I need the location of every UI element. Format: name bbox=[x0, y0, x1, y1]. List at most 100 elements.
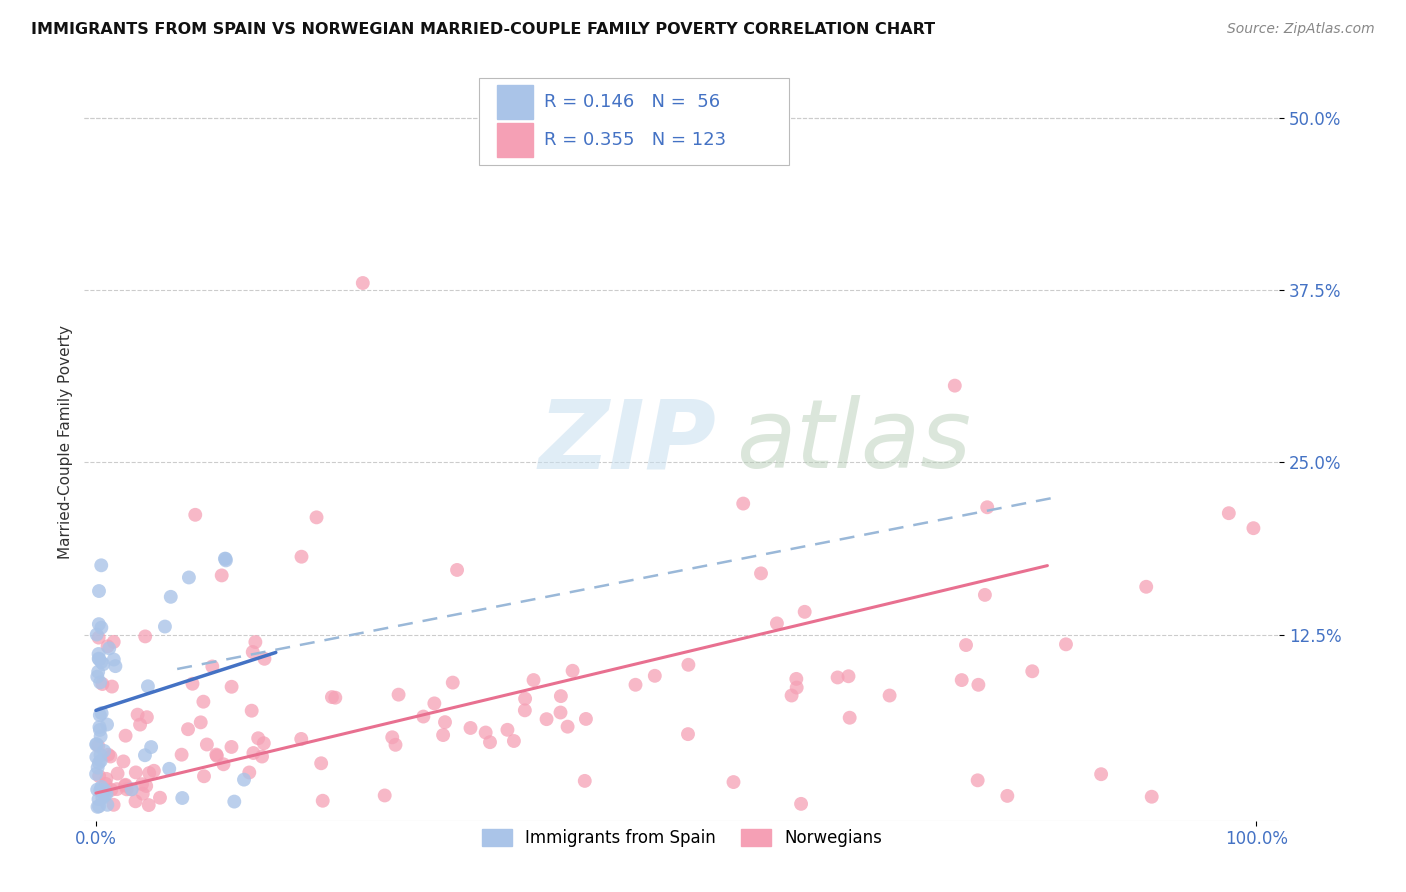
Point bbox=[723, 775, 745, 789]
Point bbox=[114, 729, 136, 743]
Point bbox=[238, 765, 260, 780]
Point bbox=[87, 665, 110, 679]
Point bbox=[103, 652, 125, 666]
Point bbox=[950, 673, 973, 687]
Point bbox=[90, 621, 112, 635]
Point bbox=[90, 706, 112, 720]
Point bbox=[503, 734, 526, 748]
Point bbox=[121, 782, 143, 797]
Point bbox=[785, 672, 807, 686]
Point bbox=[184, 508, 207, 522]
Point bbox=[221, 739, 243, 754]
Point bbox=[766, 616, 789, 631]
Point bbox=[103, 797, 125, 812]
Point bbox=[575, 712, 598, 726]
FancyBboxPatch shape bbox=[479, 78, 790, 165]
Point bbox=[879, 689, 901, 703]
Point bbox=[749, 566, 772, 581]
Point bbox=[474, 725, 496, 739]
Point bbox=[446, 563, 468, 577]
Point bbox=[138, 766, 160, 780]
Point bbox=[86, 800, 108, 814]
Point bbox=[224, 795, 246, 809]
Point bbox=[352, 276, 374, 290]
Y-axis label: Married-Couple Family Poverty: Married-Couple Family Poverty bbox=[58, 325, 73, 558]
Point bbox=[215, 553, 238, 567]
Point bbox=[561, 664, 583, 678]
Text: Source: ZipAtlas.com: Source: ZipAtlas.com bbox=[1227, 22, 1375, 37]
Point bbox=[793, 605, 815, 619]
Point bbox=[1140, 789, 1163, 804]
Point bbox=[103, 635, 125, 649]
Point bbox=[513, 691, 536, 706]
Point bbox=[96, 787, 118, 801]
Point bbox=[127, 707, 149, 722]
Point bbox=[432, 728, 454, 742]
Point bbox=[94, 777, 117, 791]
Point bbox=[624, 678, 647, 692]
Point bbox=[253, 736, 276, 750]
Point bbox=[90, 655, 112, 669]
Point bbox=[98, 641, 121, 656]
Point bbox=[93, 789, 115, 803]
Point bbox=[955, 638, 977, 652]
Point bbox=[536, 712, 558, 726]
Point bbox=[434, 715, 457, 730]
Point bbox=[205, 747, 228, 762]
Point bbox=[290, 549, 312, 564]
Text: R = 0.355   N = 123: R = 0.355 N = 123 bbox=[544, 131, 727, 149]
Point bbox=[125, 765, 148, 780]
Point bbox=[193, 695, 215, 709]
Point bbox=[87, 792, 110, 806]
Legend: Immigrants from Spain, Norwegians: Immigrants from Spain, Norwegians bbox=[475, 822, 889, 854]
Point bbox=[1021, 665, 1043, 679]
Point bbox=[89, 720, 111, 734]
Point bbox=[142, 764, 165, 778]
Point bbox=[129, 717, 152, 731]
Point bbox=[153, 619, 176, 633]
Point bbox=[522, 673, 544, 687]
Point bbox=[89, 675, 111, 690]
Point bbox=[135, 710, 157, 724]
Point bbox=[134, 748, 156, 763]
Point bbox=[193, 769, 215, 783]
Point bbox=[107, 766, 129, 780]
Point bbox=[114, 779, 136, 793]
Point bbox=[412, 709, 434, 723]
Point bbox=[780, 689, 803, 703]
Point bbox=[89, 783, 111, 797]
Point bbox=[214, 551, 236, 566]
Point bbox=[90, 558, 112, 573]
Point bbox=[290, 731, 312, 746]
Point bbox=[678, 657, 700, 672]
Point bbox=[105, 782, 128, 797]
Point bbox=[786, 681, 808, 695]
Point bbox=[574, 773, 596, 788]
Point bbox=[86, 760, 108, 774]
Point bbox=[100, 749, 122, 764]
Point bbox=[242, 746, 264, 760]
Point bbox=[91, 657, 114, 672]
Point bbox=[253, 652, 276, 666]
Point bbox=[195, 738, 218, 752]
Point bbox=[86, 750, 108, 764]
Point bbox=[212, 757, 235, 772]
Point bbox=[974, 588, 997, 602]
Point bbox=[1054, 637, 1077, 651]
Text: IMMIGRANTS FROM SPAIN VS NORWEGIAN MARRIED-COUPLE FAMILY POVERTY CORRELATION CHA: IMMIGRANTS FROM SPAIN VS NORWEGIAN MARRI… bbox=[31, 22, 935, 37]
Point bbox=[374, 789, 396, 803]
Point bbox=[496, 723, 519, 737]
Point bbox=[90, 730, 112, 744]
Point bbox=[138, 798, 160, 813]
Point bbox=[136, 679, 159, 693]
Point bbox=[135, 779, 157, 793]
Point bbox=[1218, 506, 1240, 520]
Point bbox=[120, 782, 142, 797]
Point bbox=[323, 690, 346, 705]
Point bbox=[205, 748, 228, 763]
Point bbox=[550, 689, 572, 703]
Point bbox=[1135, 580, 1157, 594]
Point bbox=[97, 747, 120, 762]
Point bbox=[644, 669, 666, 683]
Point bbox=[132, 787, 155, 801]
